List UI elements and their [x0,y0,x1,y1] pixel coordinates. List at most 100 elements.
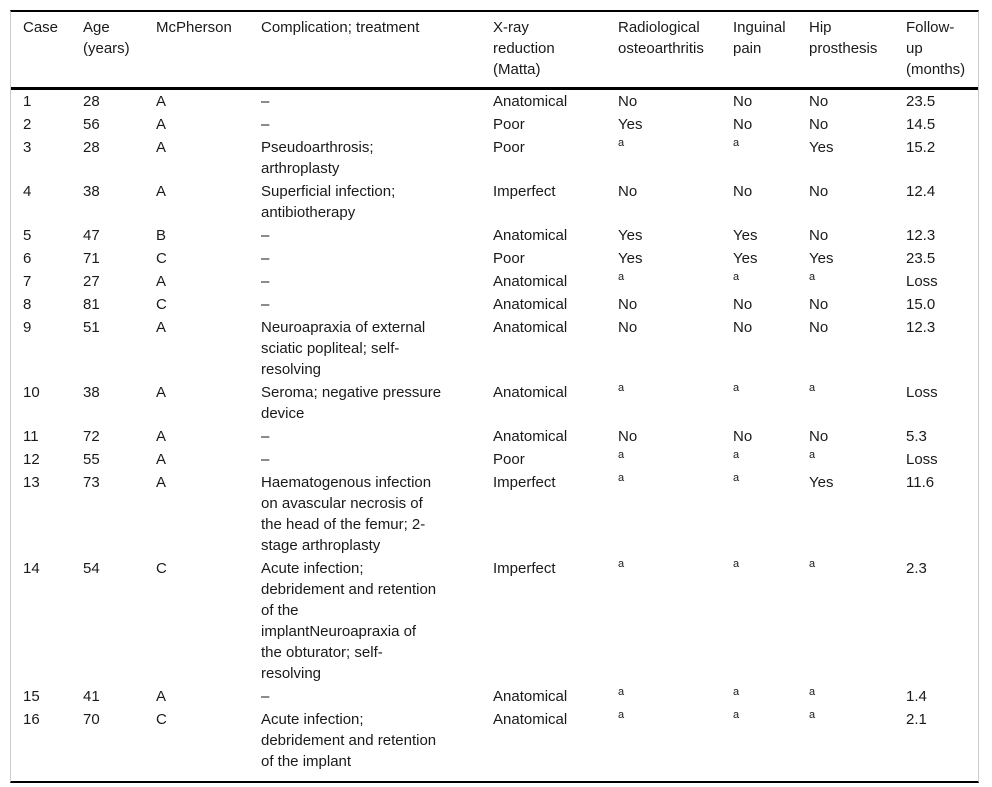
cell-age: 28 [83,139,100,156]
cell-radiological: No [618,428,638,445]
col-header-complication: Complication; treatment [261,12,493,90]
cell-mcpherson: C [156,560,167,577]
cell-case: 14 [23,560,40,577]
cell-case: 16 [23,711,40,728]
cell-xray: Anatomical [493,688,568,705]
cell-hip: No [809,227,829,244]
cell-hip: No [809,93,829,110]
cell-radiological: a [618,471,733,557]
cell-hip: No [809,116,829,133]
col-header-followup: Follow- up (months) [906,12,978,90]
col-header-mcpherson: McPherson [156,12,261,90]
cell-followup: 14.5 [906,116,936,133]
cell-followup: 23.5 [906,93,936,110]
col-header-xray: X-ray reduction (Matta) [493,12,618,90]
cell-age: 38 [83,384,100,401]
cell-followup: 2.1 [906,711,927,728]
table-frame: Case Age (years) McPherson Complication; tr… [10,10,979,783]
cell-age: 47 [83,227,100,244]
footnote-marker: a [809,558,816,570]
table-row: 1 28 A – Anatomical No No No 23.5 [11,89,978,114]
cell-mcpherson: A [156,688,167,705]
table-row: 10 38 A Seroma; negative pressure device Ana… [11,381,978,425]
cell-case: 6 [23,250,32,267]
cell-complication: Seroma; negative pressure device [261,384,442,422]
cell-age: 41 [83,688,100,705]
cell-radiological: a [618,381,733,425]
cell-hip: a [809,270,906,293]
cell-age: 54 [83,560,100,577]
cell-case: 2 [23,116,32,133]
col-header-case: Case [11,12,83,90]
cell-inguinal: a [733,381,809,425]
cell-radiological: a [618,270,733,293]
footnote-marker: a [618,558,625,570]
table-row: 4 38 A Superficial infection; antibiotherap… [11,180,978,224]
cell-followup: Loss [906,384,938,401]
cell-xray: Anatomical [493,428,568,445]
table-row: 16 70 C Acute infection; debridement and re… [11,708,978,773]
cell-followup: 2.3 [906,560,927,577]
footnote-marker: a [733,558,740,570]
table-row: 12 55 A – Poor a a a Loss [11,448,978,471]
cell-hip: No [809,319,829,336]
cell-mcpherson: A [156,451,167,468]
table-row: 9 51 A Neuroapraxia of external sciatic pop… [11,316,978,381]
cell-followup: 12.4 [906,183,936,200]
cell-xray: Imperfect [493,560,556,577]
cell-xray: Poor [493,139,525,156]
table-row: 11 72 A – Anatomical No No No 5.3 [11,425,978,448]
footnote-marker: a [733,137,740,149]
cell-mcpherson: C [156,711,167,728]
footnote-marker: a [618,709,625,721]
cell-inguinal: a [733,136,809,180]
cell-complication: Acute infection; debridement and retenti… [261,711,437,770]
cell-radiological: a [618,448,733,471]
cell-followup: 15.2 [906,139,936,156]
cell-hip: Yes [809,139,834,156]
cell-followup: 12.3 [906,319,936,336]
cell-inguinal: a [733,448,809,471]
cell-case: 8 [23,296,32,313]
cell-xray: Poor [493,451,525,468]
footnote-marker: a [618,472,625,484]
table-row: 8 81 C – Anatomical No No No 15.0 [11,293,978,316]
cell-hip: No [809,428,829,445]
cell-complication: – [261,93,270,110]
table-row: 5 47 B – Anatomical Yes Yes No 12.3 [11,224,978,247]
cell-hip: No [809,296,829,313]
cell-mcpherson: A [156,116,167,133]
cell-mcpherson: A [156,273,167,290]
footnote-marker: a [618,137,625,149]
cell-inguinal: a [733,557,809,685]
cell-radiological: a [618,685,733,708]
cell-inguinal: No [733,116,753,133]
cell-mcpherson: A [156,474,167,491]
cell-xray: Anatomical [493,711,568,728]
cell-complication: – [261,428,270,445]
cell-followup: 1.4 [906,688,927,705]
cell-inguinal: a [733,270,809,293]
cell-xray: Imperfect [493,474,556,491]
cell-xray: Poor [493,116,525,133]
cell-complication: – [261,688,270,705]
cell-age: 81 [83,296,100,313]
table-row: 6 71 C – Poor Yes Yes Yes 23.5 [11,247,978,270]
footnote-marker: a [733,472,740,484]
table-header: Case Age (years) McPherson Complication; tr… [11,12,978,90]
cell-case: 5 [23,227,32,244]
cell-hip: a [809,448,906,471]
cell-radiological: a [618,708,733,773]
cell-complication: – [261,273,270,290]
cell-hip: Yes [809,250,834,267]
cell-age: 71 [83,250,100,267]
col-header-hip: Hip prosthesis [809,12,906,90]
cell-inguinal: a [733,708,809,773]
cell-mcpherson: A [156,93,167,110]
table-row: 15 41 A – Anatomical a a a 1.4 [11,685,978,708]
footnote-marker: a [733,449,740,461]
cell-hip: a [809,557,906,685]
cell-hip: No [809,183,829,200]
cell-hip: a [809,708,906,773]
cell-radiological: No [618,296,638,313]
